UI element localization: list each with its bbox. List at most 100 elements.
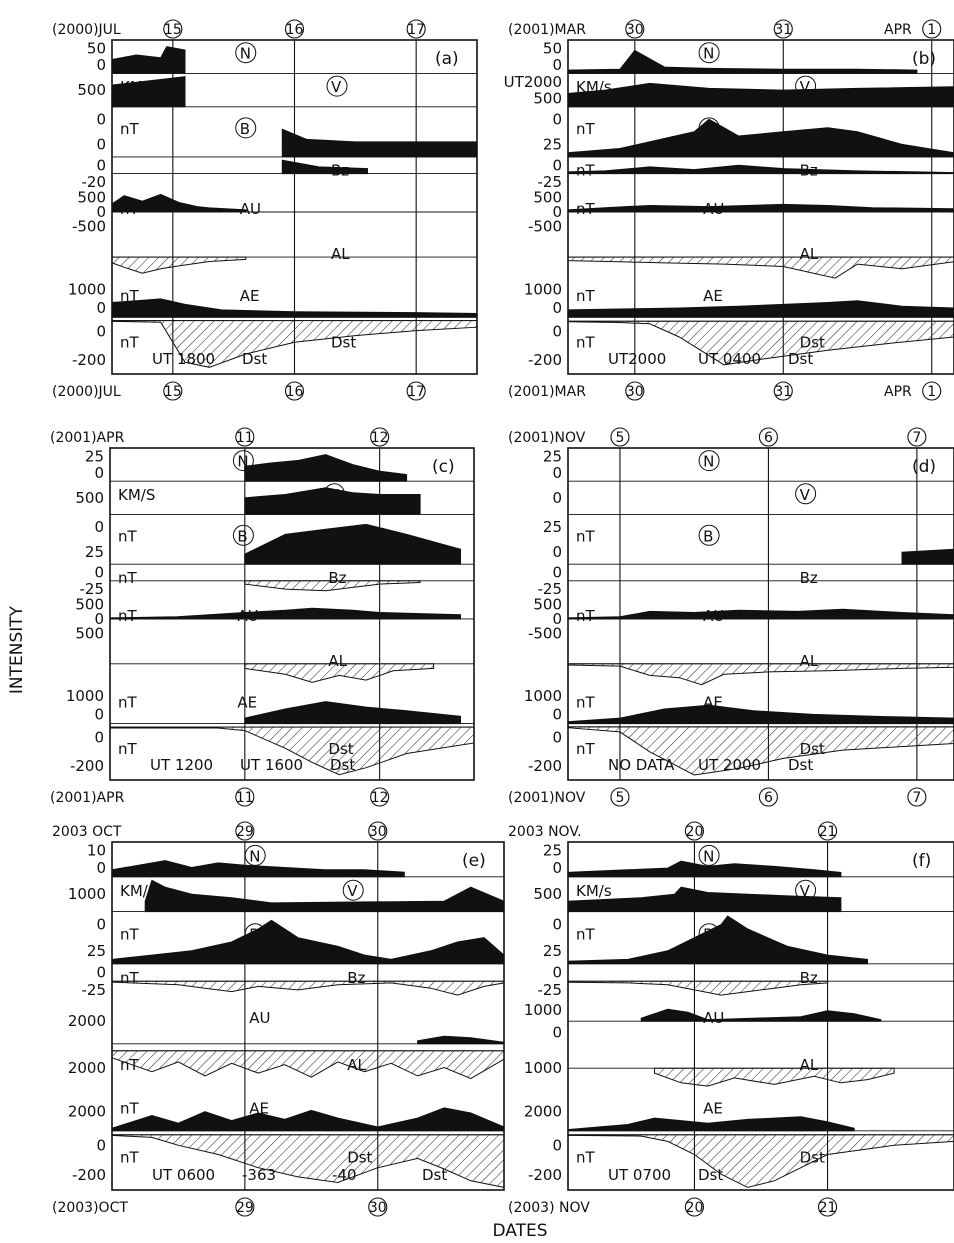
panel-annotation: UT2000 <box>608 350 666 368</box>
series-bz-area <box>567 980 829 996</box>
panel-a: (2000)JUL(2000)JUL151516161717(a)500N500… <box>52 19 478 401</box>
panel-annotation: Dst <box>788 756 813 774</box>
ytick-label: -25 <box>538 580 563 598</box>
track-name: AE <box>703 1100 723 1118</box>
top-day-label: 29 <box>236 824 254 840</box>
ytick-label: UT2000 <box>504 73 562 91</box>
track-name: AE <box>703 287 723 305</box>
day-circle <box>368 821 388 841</box>
series-b-area <box>244 523 461 565</box>
track-unit: KM/s <box>576 882 612 900</box>
ytick-label: -200 <box>528 757 562 775</box>
track-unit: nT <box>120 1100 140 1118</box>
ytick-label: 500 <box>77 81 106 99</box>
day-circle <box>625 19 645 39</box>
series-dst-area <box>567 1134 954 1188</box>
ytick-label: -200 <box>70 757 104 775</box>
track-name-circle <box>235 42 257 64</box>
panel-annotation: UT 2000 <box>698 756 761 774</box>
panel-letter: (d) <box>912 457 936 477</box>
track-unit: nT <box>118 607 138 625</box>
bottom-day-label: 17 <box>407 384 425 400</box>
panel-annotation: UT 0700 <box>608 1166 671 1184</box>
ytick-label: 0 <box>552 543 562 561</box>
ytick-label: 500 <box>75 624 104 642</box>
ytick-label: 0 <box>552 1137 562 1155</box>
day-circle <box>684 1197 704 1217</box>
ytick-label: -25 <box>538 173 563 191</box>
day-circle <box>625 381 645 401</box>
panel-bottom-date: (2001)MAR <box>508 384 586 400</box>
panel-b: (2001)MAR(2001)MARAPRAPR3030313111(b)500… <box>504 19 954 401</box>
track-unit: nT <box>118 527 138 545</box>
track-unit: nT <box>576 334 596 352</box>
panel-annotation: Dst <box>788 350 813 368</box>
top-day-label: 21 <box>819 824 837 840</box>
track-name: AU <box>240 200 261 218</box>
series-dst-area <box>111 320 478 368</box>
ytick-label: -200 <box>528 1166 562 1184</box>
panel-frame <box>567 39 954 375</box>
panel-letter: (b) <box>912 49 936 69</box>
track-unit: nT <box>576 740 596 758</box>
day-circle <box>610 427 630 447</box>
ytick-label: 500 <box>75 489 104 507</box>
day-circle <box>922 381 942 401</box>
series-dst-area <box>567 726 954 776</box>
ytick-label: -200 <box>72 1166 106 1184</box>
panel-annotation: UT 1200 <box>150 756 213 774</box>
ytick-label: -500 <box>528 624 562 642</box>
track-name: V <box>331 78 342 96</box>
track-name: N <box>703 847 714 865</box>
series-bz-area <box>244 580 421 592</box>
top-day-label: 6 <box>764 430 773 446</box>
top-day-label: 15 <box>164 22 182 38</box>
bottom-day-label: 7 <box>912 790 921 806</box>
panel-annotation: UT 0600 <box>152 1166 215 1184</box>
series-v-area <box>567 82 954 108</box>
track-unit: nT <box>576 120 596 138</box>
ytick-label: 0 <box>94 464 104 482</box>
bottom-day-label: 15 <box>164 384 182 400</box>
track-name: AU <box>703 1009 724 1027</box>
day-circle <box>610 787 630 807</box>
bottom-day-label: 30 <box>626 384 644 400</box>
track-unit: nT <box>576 287 596 305</box>
ytick-label: 0 <box>552 464 562 482</box>
panels: (2000)JUL(2000)JUL151516161717(a)500N500… <box>50 19 954 1217</box>
day-circle <box>235 821 255 841</box>
track-name-circle <box>698 42 720 64</box>
figure-xlabel: DATES <box>492 1221 547 1241</box>
track-unit: nT <box>120 1148 140 1166</box>
series-bz-area <box>111 980 505 996</box>
ytick-label: 1000 <box>68 281 106 299</box>
track-unit: nT <box>118 740 138 758</box>
ytick-label: 0 <box>552 110 562 128</box>
track-name: N <box>237 453 248 471</box>
ytick-label: 1000 <box>524 281 562 299</box>
ytick-label: 1000 <box>524 1059 562 1077</box>
day-circle <box>163 19 183 39</box>
track-name: N <box>240 45 251 63</box>
ytick-label: 1000 <box>68 885 106 903</box>
series-n-area <box>111 46 186 74</box>
track-name-circle <box>698 450 720 472</box>
ytick-label: -200 <box>72 351 106 369</box>
track-name: N <box>249 847 260 865</box>
track-name: AL <box>331 245 350 263</box>
ytick-label: 0 <box>96 299 106 317</box>
track-unit: nT <box>120 926 140 944</box>
series-ae-area <box>567 300 954 318</box>
day-circle <box>284 381 305 401</box>
panel-letter: (c) <box>432 457 455 477</box>
track-unit: nT <box>576 607 596 625</box>
track-unit: nT <box>576 527 596 545</box>
series-b-area <box>111 919 505 965</box>
track-name-circle <box>342 879 364 901</box>
panel-top-date: (2001)APR <box>50 430 125 446</box>
panel-frame <box>111 841 505 1191</box>
track-name: V <box>800 78 811 96</box>
panel-annotation: NO DATA <box>608 756 675 774</box>
ytick-label: 25 <box>85 447 104 465</box>
